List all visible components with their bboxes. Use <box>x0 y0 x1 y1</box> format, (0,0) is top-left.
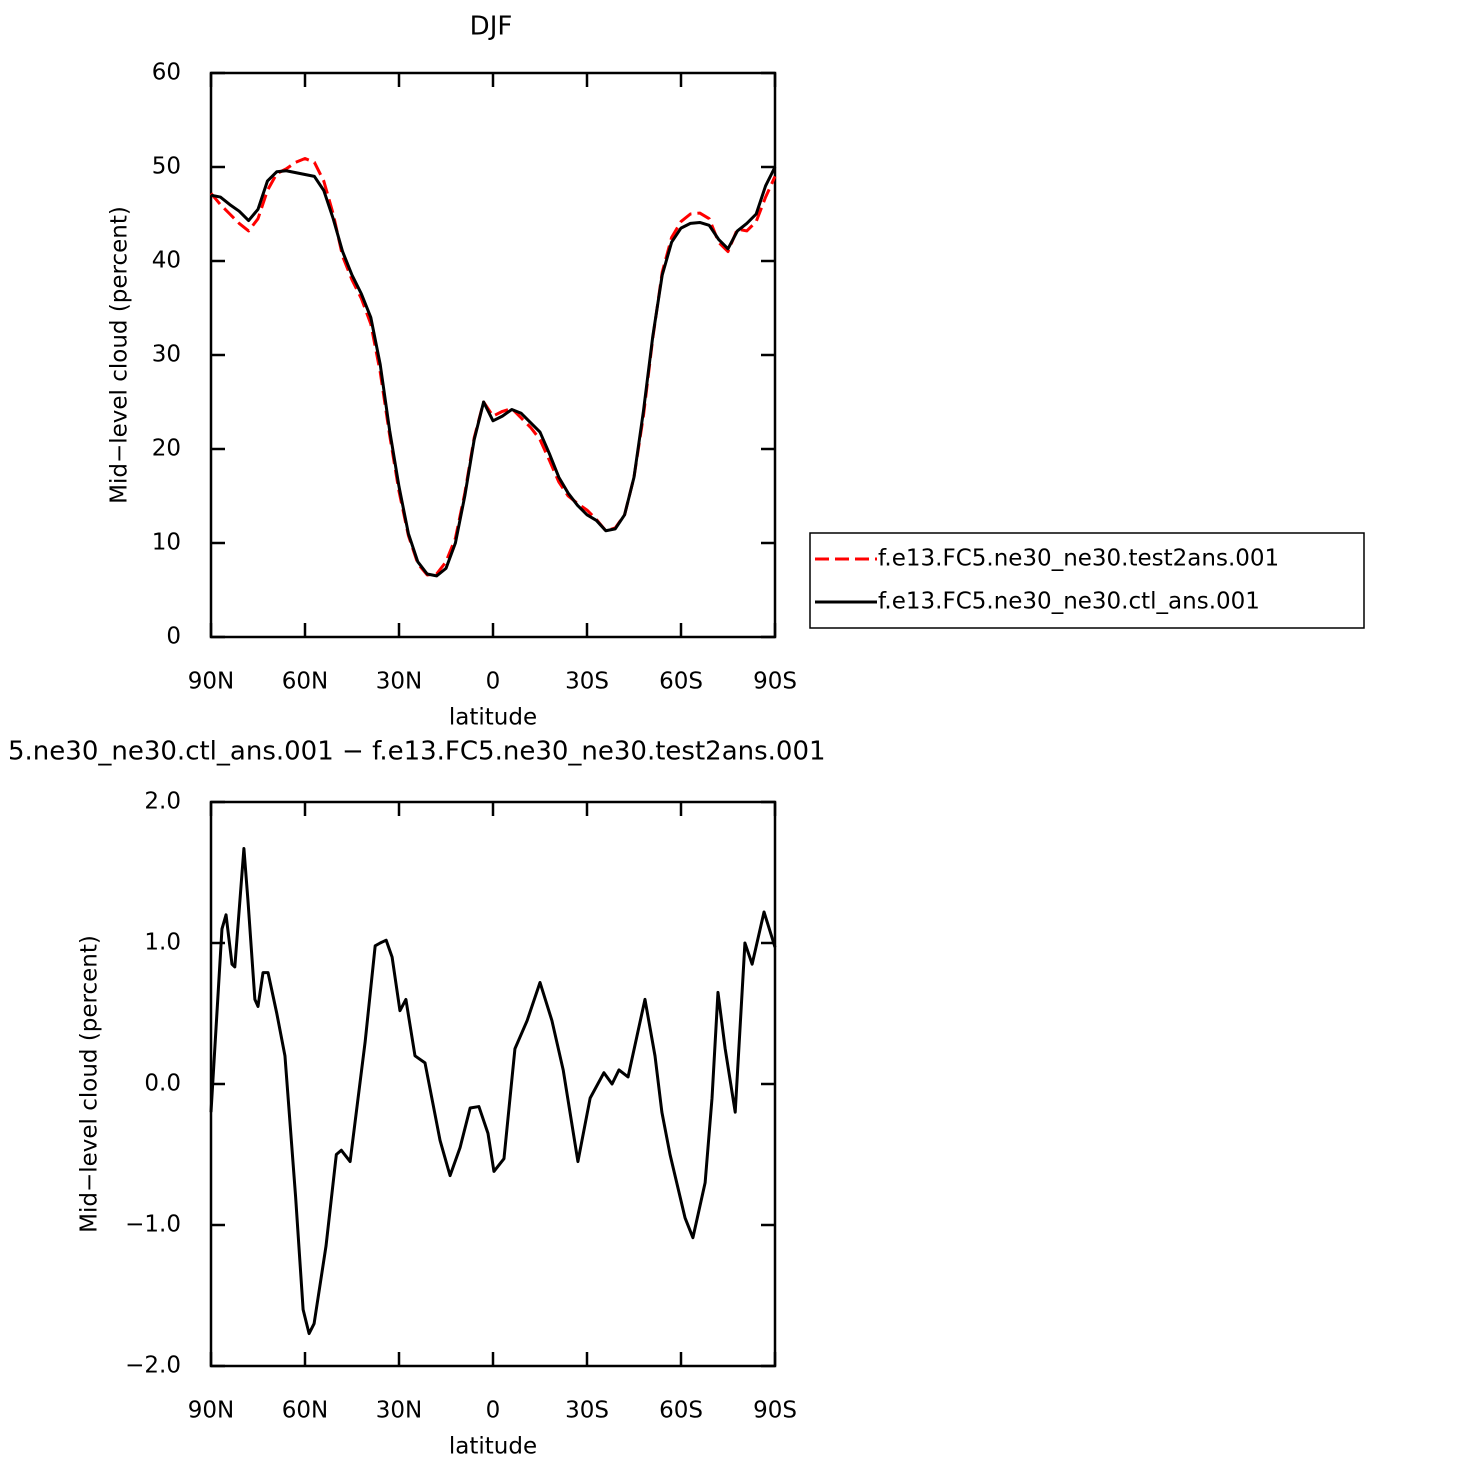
x-tick-label: 0 <box>486 669 501 695</box>
x-tick-label: 30N <box>376 1398 422 1424</box>
chart-title: 5.ne30_ne30.ctl_ans.001 − f.e13.FC5.ne30… <box>8 737 826 767</box>
x-tick-label: 90S <box>753 1398 797 1424</box>
y-tick-label: 30 <box>152 342 181 368</box>
y-tick-label: 1.0 <box>144 930 181 956</box>
x-tick-label: 30N <box>376 669 422 695</box>
plot-frame <box>209 800 777 1368</box>
x-tick-label: 0 <box>486 1398 501 1424</box>
y-axis-label: Mid−level cloud (percent) <box>77 935 103 1233</box>
legend-label: f.e13.FC5.ne30_ne30.test2ans.001 <box>878 546 1279 572</box>
chart-title: DJF <box>470 12 513 42</box>
x-tick-label: 30S <box>565 669 609 695</box>
y-tick-label: 60 <box>152 60 181 86</box>
y-tick-label: 50 <box>152 154 181 180</box>
y-tick-label: −2.0 <box>125 1353 181 1379</box>
data-line <box>209 847 777 1336</box>
x-tick-label: 60N <box>282 669 328 695</box>
y-tick-label: 40 <box>152 248 181 274</box>
x-tick-label: 90N <box>188 669 234 695</box>
x-tick-label: 60S <box>659 669 703 695</box>
y-tick-label: −1.0 <box>125 1212 181 1238</box>
legend-label: f.e13.FC5.ne30_ne30.ctl_ans.001 <box>878 589 1260 615</box>
y-tick-label: 0.0 <box>144 1071 181 1097</box>
x-tick-label: 60S <box>659 1398 703 1424</box>
x-tick-label: 30S <box>565 1398 609 1424</box>
data-line <box>210 166 777 578</box>
x-tick-label: 90S <box>753 669 797 695</box>
legend-box <box>809 532 1365 629</box>
y-tick-label: 10 <box>152 530 181 556</box>
y-tick-label: 0 <box>166 624 181 650</box>
y-tick-label: 2.0 <box>144 789 181 815</box>
plot-frame <box>209 71 777 639</box>
y-tick-label: 20 <box>152 436 181 462</box>
x-axis-label: latitude <box>449 1434 537 1460</box>
x-axis-label: latitude <box>449 705 537 731</box>
x-tick-label: 60N <box>282 1398 328 1424</box>
data-line <box>209 157 777 577</box>
y-axis-label: Mid−level cloud (percent) <box>107 206 133 504</box>
x-tick-label: 90N <box>188 1398 234 1424</box>
